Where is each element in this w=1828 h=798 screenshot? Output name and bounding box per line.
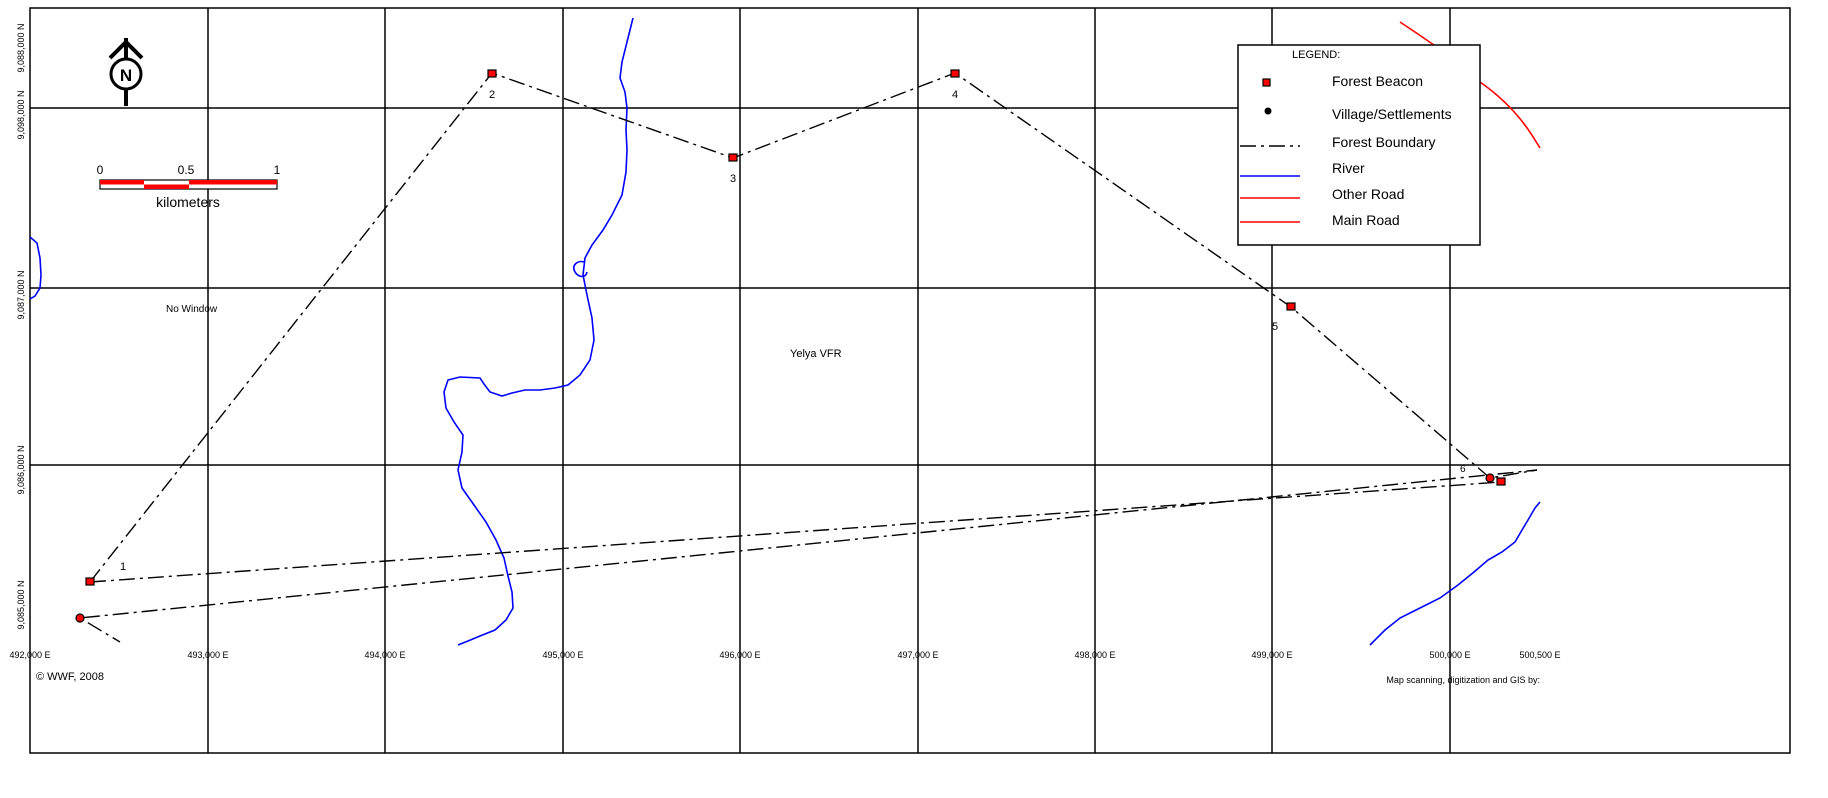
- north-arrow-icon: N: [108, 38, 144, 106]
- forest-beacon: [1286, 302, 1296, 311]
- y-tick-label: 9,087,000 N: [16, 270, 26, 319]
- x-tick-label: 498,000 E: [1074, 650, 1115, 660]
- x-tick-label: 500,500 E: [1519, 650, 1560, 660]
- rivers: [29, 17, 1541, 646]
- y-tick-label: 9,098,000 N: [16, 90, 26, 139]
- scale-bar-segment: [144, 184, 189, 189]
- beacon-label: 6: [1460, 464, 1466, 475]
- beacon-label: 1: [120, 561, 126, 573]
- forest-beacon: [950, 69, 960, 78]
- forest-beacon: [85, 577, 95, 586]
- y-tick-label: 9,086,000 N: [16, 445, 26, 494]
- forest-beacon: [1485, 473, 1495, 483]
- x-tick-label: 492,000 E: [9, 650, 50, 660]
- legend-beacon-symbol: [1262, 78, 1271, 87]
- x-tick-label: 493,000 E: [187, 650, 228, 660]
- x-tick-label: 495,000 E: [542, 650, 583, 660]
- beacon-label: 5: [1272, 321, 1278, 333]
- beacon-label: 2: [489, 89, 495, 101]
- scale-tick-label: 1: [274, 163, 281, 177]
- x-tick-label: 496,000 E: [719, 650, 760, 660]
- y-tick-label: 9,088,000 N: [16, 23, 26, 72]
- window-label: No Window: [166, 304, 218, 315]
- credit-text: Map scanning, digitization and GIS by:: [1386, 675, 1540, 685]
- scale-unit-label: kilometers: [156, 194, 220, 210]
- scale-tick-label: 0: [97, 163, 104, 177]
- legend: LEGEND: Forest Beacon Village/Settlement…: [1237, 44, 1481, 246]
- river-loop: [573, 260, 588, 278]
- x-tick-label: 494,000 E: [364, 650, 405, 660]
- forest-beacon: [728, 153, 738, 162]
- legend-item-label: Village/Settlements: [1332, 106, 1452, 122]
- horizontal-grid-lines: [30, 107, 1790, 466]
- x-axis-labels: 492,000 E 493,000 E 494,000 E 495,000 E …: [9, 650, 1560, 660]
- x-tick-label: 499,000 E: [1251, 650, 1292, 660]
- scale-bar-segment: [100, 180, 144, 185]
- legend-village-symbol: [1264, 107, 1272, 115]
- legend-item-label: Forest Beacon: [1332, 73, 1423, 89]
- river-west: [29, 236, 42, 300]
- river-main: [443, 17, 634, 646]
- x-tick-label: 500,000 E: [1429, 650, 1470, 660]
- legend-box: [1237, 44, 1481, 246]
- scale-tick-label: 0.5: [178, 163, 195, 177]
- map-frame: [29, 7, 1791, 754]
- scale-bar-segment: [189, 180, 277, 185]
- north-symbol: N: [120, 66, 132, 85]
- beacon-label: 4: [952, 89, 958, 101]
- legend-item-label: Main Road: [1332, 212, 1400, 228]
- scale-bar: 0 0.5 1 kilometers: [97, 163, 281, 210]
- y-axis-labels: 9,088,000 N 9,098,000 N 9,087,000 N 9,08…: [16, 23, 26, 629]
- forest-beacon: [75, 613, 85, 623]
- beacon-label: 3: [730, 173, 736, 185]
- legend-item-label: Other Road: [1332, 186, 1404, 202]
- river-southeast: [1369, 501, 1541, 646]
- legend-item-label: Forest Boundary: [1332, 134, 1436, 150]
- forest-beacon: [1496, 477, 1506, 486]
- area-label: Yelya VFR: [790, 348, 842, 360]
- forest-beacon: [487, 69, 497, 78]
- forest-boundary-segment: [89, 481, 1502, 583]
- legend-title: LEGEND:: [1292, 49, 1340, 61]
- copyright-text: © WWF, 2008: [36, 671, 104, 683]
- x-tick-label: 497,000 E: [897, 650, 938, 660]
- legend-item-label: River: [1332, 160, 1365, 176]
- beacon-labels: 1 2 3 4 5 6: [120, 89, 1466, 573]
- y-tick-label: 9,085,000 N: [16, 580, 26, 629]
- forest-beacons: [75, 69, 1506, 623]
